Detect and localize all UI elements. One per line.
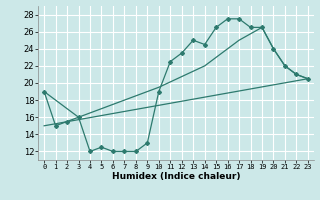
X-axis label: Humidex (Indice chaleur): Humidex (Indice chaleur) [112,172,240,181]
